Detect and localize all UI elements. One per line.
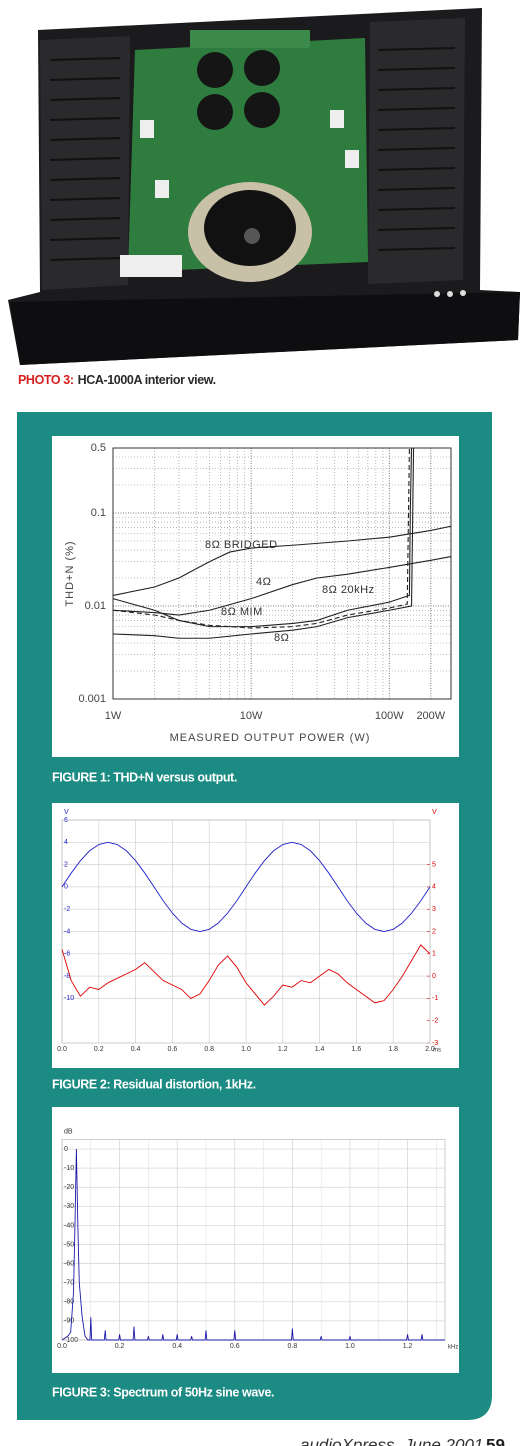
data-line [61, 841, 431, 932]
y-axis-label: dB [64, 1128, 73, 1135]
x-tick-label: 0.4 [131, 1046, 141, 1053]
x-axis-label: ms [433, 1048, 441, 1054]
y-tick-label: -10 [64, 995, 74, 1002]
x-tick-label: 0.8 [288, 1343, 298, 1350]
y-tick-label: 0.01 [85, 600, 106, 612]
x-axis-label: kHz [448, 1345, 458, 1351]
y2-axis-label: V [432, 809, 437, 816]
y2-tick-label: -3 [432, 1040, 438, 1047]
curve-label: 8Ω 20kHz [322, 584, 375, 596]
x-tick-label: 0.0 [57, 1046, 67, 1053]
y-tick-label: -6 [64, 951, 70, 958]
y-tick-label: -40 [64, 1222, 74, 1229]
y-tick-label: -90 [64, 1318, 74, 1325]
y2-tick-label: 0 [432, 973, 436, 980]
photo-caption: PHOTO 3: HCA-1000A interior view. [18, 373, 216, 387]
y-axis-label: THD+N (%) [64, 540, 76, 606]
footer-publication: audioXpress, June 2001 [300, 1435, 483, 1446]
figure-2-panel [52, 803, 459, 1068]
figure-3-panel [52, 1107, 459, 1373]
footer-page: 59 [486, 1435, 505, 1446]
curve-label: 8Ω BRIDGED [205, 539, 278, 551]
x-tick-label: 200W [416, 710, 445, 722]
x-tick-label: 1W [105, 710, 122, 722]
y2-tick-label: 4 [432, 884, 436, 891]
x-tick-label: 0.2 [115, 1343, 125, 1350]
data-line [112, 447, 413, 628]
data-line [112, 447, 415, 639]
y2-tick-label: -1 [432, 995, 438, 1002]
y2-tick-label: 2 [432, 928, 436, 935]
y-tick-label: 4 [64, 839, 68, 846]
x-tick-label: 1.2 [278, 1046, 288, 1053]
x-tick-label: 10W [240, 710, 263, 722]
data-line [61, 1149, 445, 1341]
data-line [61, 944, 431, 1006]
y-tick-label: -10 [64, 1165, 74, 1172]
y2-tick-label: 3 [432, 906, 436, 913]
data-line [112, 447, 410, 629]
y-tick-label: -4 [64, 928, 70, 935]
figure-1-panel [52, 436, 459, 757]
y-tick-label: -50 [64, 1241, 74, 1248]
figure-caption: FIGURE 2: Residual distortion, 1kHz. [52, 1077, 256, 1091]
y-tick-label: 0.5 [91, 442, 106, 454]
x-tick-label: 0.2 [94, 1046, 104, 1053]
x-tick-label: 0.4 [172, 1343, 182, 1350]
y2-tick-label: -2 [432, 1018, 438, 1025]
photo [0, 0, 531, 370]
x-tick-label: 1.0 [241, 1046, 251, 1053]
curve-label: 8Ω [274, 632, 289, 644]
y-tick-label: 2 [64, 861, 68, 868]
y-tick-label: 0.001 [78, 693, 106, 705]
x-tick-label: 1.2 [403, 1343, 413, 1350]
photo-caption-text: HCA-1000A interior view. [78, 373, 216, 387]
curve-label: 8Ω MIM [221, 606, 263, 618]
photo-caption-label: PHOTO 3: [18, 373, 74, 387]
x-tick-label: 0.6 [168, 1046, 178, 1053]
y-tick-label: -60 [64, 1260, 74, 1267]
y2-tick-label: 5 [432, 861, 436, 868]
y-axis-label: V [64, 809, 69, 816]
x-tick-label: 1.8 [388, 1046, 398, 1053]
plot-frame [61, 819, 431, 1044]
y-tick-label: -30 [64, 1203, 74, 1210]
figure-caption: FIGURE 1: THD+N versus output. [52, 770, 237, 784]
x-tick-label: 1.6 [352, 1046, 362, 1053]
y-tick-label: -2 [64, 906, 70, 913]
y-tick-label: -80 [64, 1299, 74, 1306]
x-tick-label: 0.8 [204, 1046, 214, 1053]
data-line [112, 556, 452, 616]
data-line [112, 525, 452, 596]
y-tick-label: 0 [64, 1146, 68, 1153]
x-tick-label: 0.6 [230, 1343, 240, 1350]
x-tick-label: 1.0 [345, 1343, 355, 1350]
plot-frame [112, 447, 452, 700]
y-tick-label: 0 [64, 884, 68, 891]
x-tick-label: 100W [375, 710, 404, 722]
x-axis-label: MEASURED OUTPUT POWER (W) [170, 732, 371, 744]
y-tick-label: -20 [64, 1184, 74, 1191]
y-tick-label: -8 [64, 973, 70, 980]
x-tick-label: 0.0 [57, 1343, 67, 1350]
y-tick-label: 0.1 [91, 507, 106, 519]
figure-caption: FIGURE 3: Spectrum of 50Hz sine wave. [52, 1385, 274, 1399]
y-tick-label: -70 [64, 1280, 74, 1287]
curve-label: 4Ω [256, 576, 271, 588]
x-tick-label: 1.4 [315, 1046, 325, 1053]
y2-tick-label: 1 [432, 951, 436, 958]
x-tick-label: 2.0 [425, 1046, 435, 1053]
